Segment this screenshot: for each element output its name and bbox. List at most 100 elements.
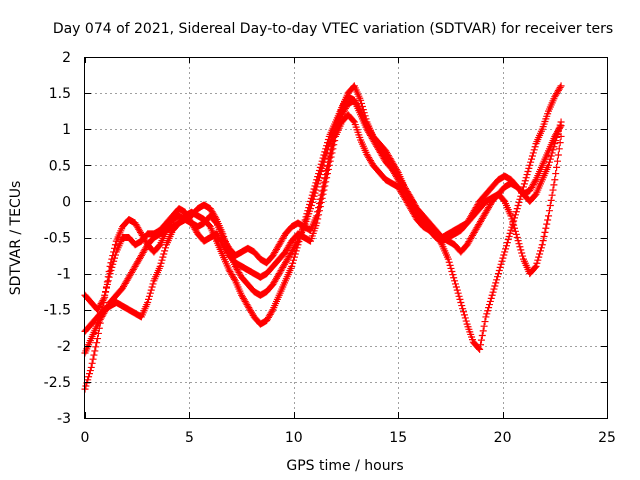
data-point: [523, 171, 531, 179]
data-point: [556, 83, 564, 91]
data-point: [447, 264, 455, 272]
data-point: [89, 355, 97, 363]
data-point: [108, 255, 116, 263]
data-point: [495, 267, 503, 275]
data-point: [319, 183, 327, 191]
data-point: [322, 171, 330, 179]
data-point: [527, 158, 535, 166]
data-point: [483, 310, 491, 318]
data-point: [106, 262, 114, 270]
data-point: [512, 230, 520, 238]
data-point: [323, 166, 331, 174]
data-marks: [81, 82, 565, 393]
data-point: [157, 259, 165, 267]
data-point: [553, 157, 561, 165]
data-point: [331, 129, 339, 137]
data-point: [485, 301, 493, 309]
y-tick-label: 1.5: [49, 86, 71, 102]
data-point: [107, 259, 115, 267]
data-point: [460, 311, 468, 319]
data-point: [511, 224, 519, 232]
data-point: [102, 288, 110, 296]
data-point: [94, 329, 102, 337]
data-point: [541, 228, 549, 236]
data-point: [230, 275, 238, 283]
data-point: [539, 237, 547, 245]
data-point: [532, 262, 540, 270]
data-point: [521, 177, 529, 185]
data-point: [336, 110, 344, 118]
data-point: [531, 263, 539, 271]
chart-title: Day 074 of 2021, Sidereal Day-to-day VTE…: [53, 21, 613, 37]
data-point: [528, 155, 536, 163]
x-tick-label: 10: [285, 430, 303, 446]
data-point: [460, 308, 468, 316]
data-point: [544, 216, 552, 224]
data-point: [500, 251, 508, 259]
data-point: [548, 191, 556, 199]
data-point: [551, 176, 559, 184]
data-point: [332, 125, 340, 133]
data-point: [511, 227, 519, 235]
data-point: [490, 285, 498, 293]
data-point: [309, 195, 317, 203]
data-point: [451, 280, 459, 288]
data-point: [446, 261, 454, 269]
data-point: [314, 208, 322, 216]
data-point: [550, 181, 558, 189]
data-point: [520, 180, 528, 188]
data-point: [557, 132, 565, 140]
data-point: [477, 341, 485, 349]
data-point: [506, 229, 514, 237]
data-point: [457, 298, 465, 306]
y-tick-label: -2.5: [44, 375, 71, 391]
data-point: [485, 304, 493, 312]
data-point: [502, 242, 510, 250]
data-point: [96, 319, 104, 327]
data-point: [516, 243, 524, 251]
data-point: [459, 305, 467, 313]
data-point: [146, 289, 154, 297]
data-point: [329, 138, 337, 146]
data-point: [326, 150, 334, 158]
data-point: [542, 224, 550, 232]
data-point: [316, 195, 324, 203]
data-point: [317, 167, 325, 175]
data-point: [314, 180, 322, 188]
x-tick-label: 15: [389, 430, 407, 446]
data-point: [334, 116, 342, 124]
data-point: [104, 273, 112, 281]
data-point: [288, 262, 296, 270]
data-point: [519, 183, 527, 191]
data-point: [538, 241, 546, 249]
data-point: [349, 117, 357, 125]
data-point: [145, 295, 153, 303]
data-point: [91, 347, 99, 355]
data-point: [321, 155, 329, 163]
data-point: [480, 322, 488, 330]
data-point: [522, 174, 530, 182]
x-tick-labels: 0 5 10 15 20 25: [81, 430, 616, 446]
data-point: [88, 359, 96, 367]
data-point: [496, 263, 504, 271]
data-point: [505, 232, 513, 240]
data-point: [557, 82, 565, 90]
data-point: [517, 246, 525, 254]
data-point: [324, 162, 332, 170]
data-point: [537, 244, 545, 252]
data-point: [318, 187, 326, 195]
data-point: [545, 212, 553, 220]
data-point: [475, 344, 483, 352]
data-point: [325, 154, 333, 162]
data-point: [494, 273, 502, 281]
data-point: [512, 208, 520, 216]
data-point: [311, 189, 319, 197]
data-point: [456, 295, 464, 303]
data-point: [484, 307, 492, 315]
data-point: [501, 248, 509, 256]
data-point: [337, 107, 345, 115]
data-point: [491, 282, 499, 290]
data-point: [322, 152, 330, 160]
